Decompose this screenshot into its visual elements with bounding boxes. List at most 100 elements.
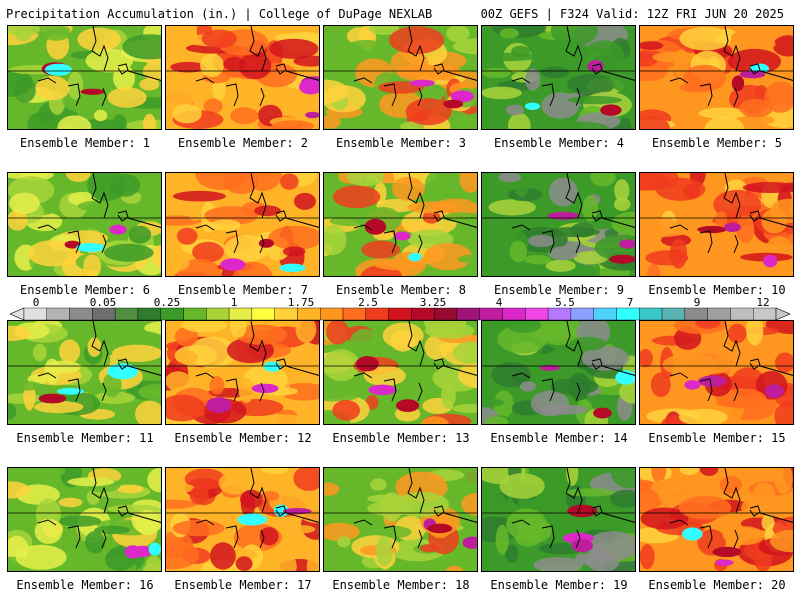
ensemble-member-map bbox=[323, 467, 478, 572]
ensemble-member-map bbox=[639, 25, 794, 130]
colorbar-tick-label: 3.25 bbox=[419, 296, 447, 309]
colorbar-segment bbox=[639, 307, 663, 321]
colorbar-segment bbox=[388, 307, 412, 321]
panel-label: Ensemble Member: 11 bbox=[16, 431, 154, 445]
colorbar-segment bbox=[753, 307, 777, 321]
colorbar-segment bbox=[616, 307, 640, 321]
colorbar-segment bbox=[114, 307, 139, 321]
panel-label: Ensemble Member: 2 bbox=[177, 136, 309, 150]
colorbar-segment bbox=[593, 307, 617, 321]
panel-label: Ensemble Member: 16 bbox=[16, 578, 154, 592]
colorbar-tick-label: 0.05 bbox=[89, 296, 117, 309]
ensemble-member-map bbox=[165, 467, 320, 572]
precip-field bbox=[324, 321, 477, 424]
panel-label: Ensemble Member: 17 bbox=[174, 578, 312, 592]
ensemble-member-map bbox=[7, 320, 162, 425]
panel-label: Ensemble Member: 3 bbox=[335, 136, 467, 150]
colorbar-segment bbox=[661, 307, 686, 321]
panel-label: Ensemble Member: 1 bbox=[19, 136, 151, 150]
precip-field bbox=[8, 321, 161, 424]
precip-field bbox=[640, 26, 793, 129]
panel-label: Ensemble Member: 12 bbox=[174, 431, 312, 445]
colorbar-segment bbox=[160, 307, 184, 321]
colorbar-tick-label: 2.5 bbox=[358, 296, 378, 309]
ensemble-member-map bbox=[481, 320, 636, 425]
colorbar-segment bbox=[547, 307, 572, 321]
colorbar-segment bbox=[23, 307, 47, 321]
panel-label: Ensemble Member: 15 bbox=[648, 431, 786, 445]
ensemble-member-map bbox=[7, 172, 162, 277]
precip-field bbox=[8, 26, 161, 129]
precip-field bbox=[482, 468, 635, 571]
colorbar-segment bbox=[137, 307, 161, 321]
colorbar-segment bbox=[274, 307, 298, 321]
ensemble-member-map bbox=[323, 320, 478, 425]
colorbar-min-arrow bbox=[10, 307, 25, 321]
colorbar-tick-label: 5.5 bbox=[555, 296, 575, 309]
precip-field bbox=[324, 173, 477, 276]
model-valid-time: 00Z GEFS | F324 Valid: 12Z FRI JUN 20 20… bbox=[480, 7, 784, 21]
ensemble-member-map bbox=[639, 172, 794, 277]
panel-label: Ensemble Member: 20 bbox=[648, 578, 786, 592]
panel-label: Ensemble Member: 8 bbox=[335, 283, 467, 297]
ensemble-member-map bbox=[165, 320, 320, 425]
precip-field bbox=[640, 173, 793, 276]
colorbar-tick-label: 1.75 bbox=[287, 296, 315, 309]
precip-field bbox=[482, 26, 635, 129]
colorbar-tick-label: 12 bbox=[756, 296, 770, 309]
colorbar-tick-label: 0 bbox=[32, 296, 40, 309]
precip-colorbar bbox=[10, 307, 790, 321]
ensemble-member-map bbox=[7, 25, 162, 130]
colorbar-segment bbox=[365, 307, 389, 321]
colorbar-segment bbox=[251, 307, 275, 321]
colorbar-tick-label: 4 bbox=[495, 296, 503, 309]
precip-field bbox=[8, 173, 161, 276]
panel-label: Ensemble Member: 19 bbox=[490, 578, 628, 592]
colorbar-segment bbox=[320, 307, 344, 321]
precip-field bbox=[482, 321, 635, 424]
colorbar-segment bbox=[707, 307, 731, 321]
precip-field bbox=[640, 321, 793, 424]
panel-label: Ensemble Member: 5 bbox=[651, 136, 783, 150]
precip-field bbox=[166, 173, 319, 276]
precip-field bbox=[166, 321, 319, 424]
panel-label: Ensemble Member: 10 bbox=[648, 283, 786, 297]
colorbar-segment bbox=[297, 307, 321, 321]
colorbar-segment bbox=[570, 307, 594, 321]
colorbar-segment bbox=[433, 307, 458, 321]
colorbar-tick-label: 1 bbox=[230, 296, 238, 309]
colorbar-segment bbox=[479, 307, 503, 321]
precip-field bbox=[166, 26, 319, 129]
colorbar-tick-label: 7 bbox=[626, 296, 634, 309]
ensemble-member-map bbox=[481, 467, 636, 572]
colorbar-segment bbox=[206, 307, 230, 321]
panel-label: Ensemble Member: 7 bbox=[177, 283, 309, 297]
colorbar-segment bbox=[730, 307, 754, 321]
panel-label: Ensemble Member: 4 bbox=[493, 136, 625, 150]
ensemble-member-map bbox=[165, 25, 320, 130]
panel-label: Ensemble Member: 14 bbox=[490, 431, 628, 445]
colorbar-segment bbox=[684, 307, 708, 321]
ensemble-member-map bbox=[323, 172, 478, 277]
ensemble-member-map bbox=[7, 467, 162, 572]
precip-field bbox=[166, 468, 319, 571]
ensemble-member-map bbox=[481, 172, 636, 277]
colorbar-segment bbox=[342, 307, 367, 321]
precip-field bbox=[482, 173, 635, 276]
precip-field bbox=[324, 468, 477, 571]
panel-label: Ensemble Member: 13 bbox=[332, 431, 470, 445]
colorbar-segment bbox=[502, 307, 526, 321]
panel-label: Ensemble Member: 6 bbox=[19, 283, 151, 297]
colorbar-segment bbox=[525, 307, 549, 321]
colorbar-segment bbox=[228, 307, 253, 321]
ensemble-member-map bbox=[481, 25, 636, 130]
colorbar-segment bbox=[69, 307, 93, 321]
colorbar-segment bbox=[411, 307, 435, 321]
ensemble-member-map bbox=[639, 467, 794, 572]
colorbar-max-arrow bbox=[775, 307, 790, 321]
colorbar-segment bbox=[183, 307, 207, 321]
ensemble-member-map bbox=[323, 25, 478, 130]
map-title: Precipitation Accumulation (in.) | Colle… bbox=[6, 7, 433, 21]
panel-label: Ensemble Member: 18 bbox=[332, 578, 470, 592]
ensemble-member-map bbox=[165, 172, 320, 277]
